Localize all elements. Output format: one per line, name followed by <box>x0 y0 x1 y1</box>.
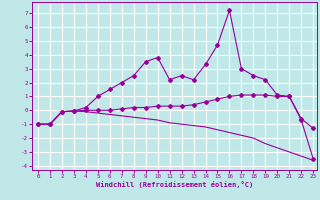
X-axis label: Windchill (Refroidissement éolien,°C): Windchill (Refroidissement éolien,°C) <box>96 181 253 188</box>
